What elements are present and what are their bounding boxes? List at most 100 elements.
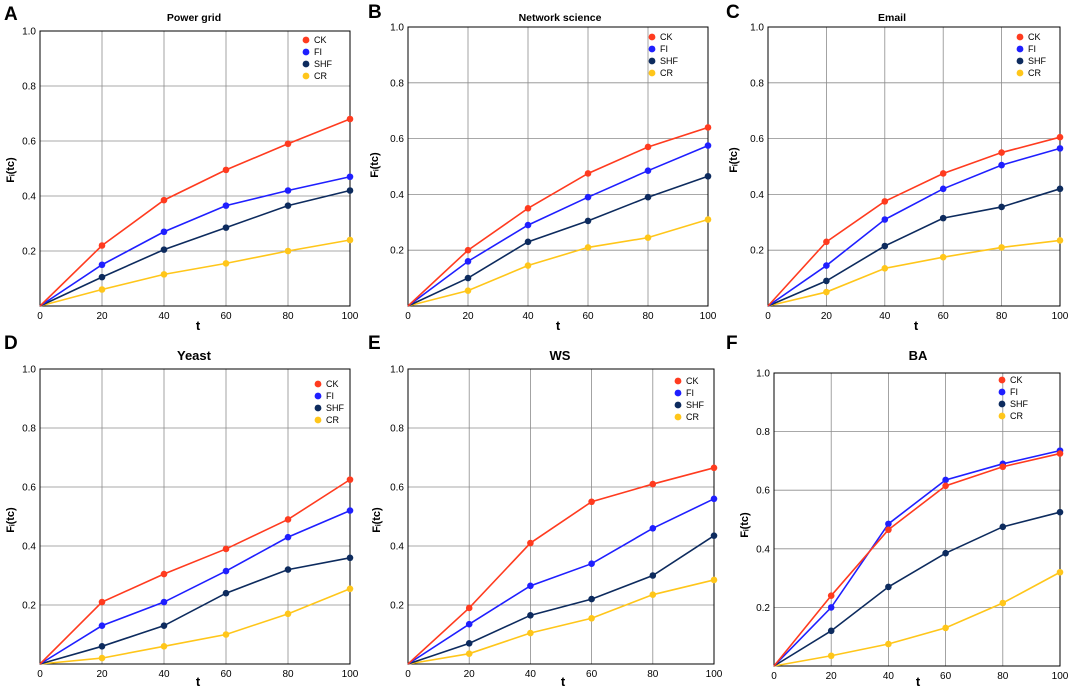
x-tick-label: 80 — [996, 311, 1008, 322]
data-point-shf — [524, 238, 532, 246]
y-tick-label: 1.0 — [390, 365, 404, 376]
data-point-fi — [346, 173, 354, 181]
data-point-shf — [881, 242, 889, 250]
data-point-cr — [1056, 568, 1064, 576]
y-tick-label: 0.4 — [22, 192, 36, 203]
series-line-cr — [407, 218, 709, 307]
legend-marker-cr — [302, 72, 310, 80]
x-tick-label: 80 — [647, 669, 659, 680]
x-tick-label: 100 — [1052, 311, 1069, 322]
data-point-shf — [346, 554, 354, 562]
legend-label: FI — [326, 391, 334, 401]
legend-marker-ck — [1016, 33, 1024, 41]
x-tick-label: 20 — [826, 671, 838, 682]
data-point-cr — [999, 599, 1007, 607]
y-tick-label: 0.8 — [22, 424, 36, 435]
plot-frame — [39, 368, 351, 665]
y-tick-label: 0.8 — [390, 78, 404, 89]
y-tick-label: 0.6 — [390, 134, 404, 145]
series-line-fi — [407, 498, 715, 665]
legend-label: SHF — [686, 400, 705, 410]
x-tick-label: 0 — [405, 669, 411, 680]
x-tick-label: 20 — [96, 669, 108, 680]
x-tick-label: 0 — [37, 311, 43, 322]
data-point-cr — [160, 271, 168, 278]
data-point-ck — [160, 196, 168, 204]
legend-marker-fi — [1016, 45, 1024, 53]
y-tick-label: 1.0 — [756, 369, 770, 380]
data-point-ck — [584, 170, 592, 177]
x-tick-label: 60 — [938, 311, 950, 322]
data-point-cr — [710, 576, 718, 584]
data-point-shf — [644, 193, 652, 201]
data-point-fi — [524, 221, 532, 229]
data-point-cr — [823, 288, 830, 296]
data-point-fi — [160, 228, 168, 236]
data-point-cr — [649, 591, 657, 598]
legend-marker-cr — [314, 416, 322, 424]
plot-frame — [767, 26, 1061, 307]
x-tick-label: 80 — [282, 311, 294, 322]
x-tick-label: 40 — [158, 669, 170, 680]
series-line-ck — [773, 452, 1061, 667]
x-tick-label: 40 — [883, 671, 895, 682]
data-point-ck — [284, 516, 292, 523]
plot-frame — [773, 372, 1061, 667]
x-axis-label: t — [556, 318, 561, 333]
x-axis-label: t — [196, 318, 201, 333]
x-tick-label: 40 — [522, 311, 534, 322]
series-line-fi — [767, 147, 1061, 307]
y-axis-label: Fᵢ(tc) — [739, 512, 751, 538]
series-line-cr — [773, 571, 1061, 667]
x-tick-label: 100 — [342, 311, 359, 322]
data-point-cr — [998, 244, 1005, 251]
data-point-ck — [284, 140, 292, 148]
y-tick-label: 1.0 — [750, 23, 764, 34]
panel-c: 0 20 40 60 80 100 0.2 0.4 0.6 0.8 1.0 C Email t Fᵢ(tc)… — [726, 2, 1069, 333]
y-tick-label: 0.4 — [390, 190, 404, 201]
x-tick-label: 60 — [582, 311, 594, 322]
legend-label: SHF — [1028, 56, 1047, 66]
x-axis-label: t — [561, 674, 566, 689]
data-point-ck — [527, 539, 534, 547]
data-point-shf — [160, 246, 168, 253]
series-line-ck — [407, 126, 709, 307]
legend-label: SHF — [1010, 399, 1029, 409]
x-tick-label: 60 — [940, 671, 952, 682]
legend-label: CR — [686, 412, 699, 422]
legend-marker-shf — [648, 57, 656, 65]
panel-title: BA — [909, 348, 928, 363]
legend-marker-ck — [302, 36, 310, 44]
legend-marker-fi — [302, 48, 310, 56]
panel-letter: B — [368, 2, 382, 23]
data-point-fi — [98, 261, 106, 269]
data-point-shf — [704, 172, 712, 180]
series-line-ck — [39, 118, 351, 307]
data-point-ck — [823, 238, 830, 246]
legend-label: FI — [1028, 44, 1036, 54]
legend-marker-shf — [998, 400, 1006, 408]
data-point-shf — [284, 202, 292, 209]
data-point-fi — [885, 520, 892, 528]
panel-letter: F — [726, 333, 738, 354]
data-point-fi — [465, 620, 473, 628]
legend-label: CK — [686, 376, 699, 386]
data-point-fi — [649, 525, 657, 532]
data-point-cr — [527, 629, 534, 637]
legend-marker-shf — [302, 60, 310, 68]
legend-label: SHF — [660, 56, 679, 66]
panel-title: Network science — [519, 12, 602, 24]
data-point-shf — [98, 273, 106, 281]
legend-label: CK — [326, 379, 339, 389]
data-point-cr — [284, 610, 292, 618]
legend-marker-fi — [674, 389, 682, 397]
data-point-shf — [527, 612, 534, 619]
x-tick-label: 60 — [220, 669, 232, 680]
data-point-fi — [160, 598, 168, 606]
y-tick-label: 0.4 — [750, 190, 764, 201]
data-point-shf — [465, 640, 473, 647]
data-point-cr — [584, 244, 592, 251]
y-tick-label: 0.2 — [390, 601, 404, 612]
data-point-fi — [644, 167, 652, 174]
x-axis-label: t — [916, 674, 921, 689]
